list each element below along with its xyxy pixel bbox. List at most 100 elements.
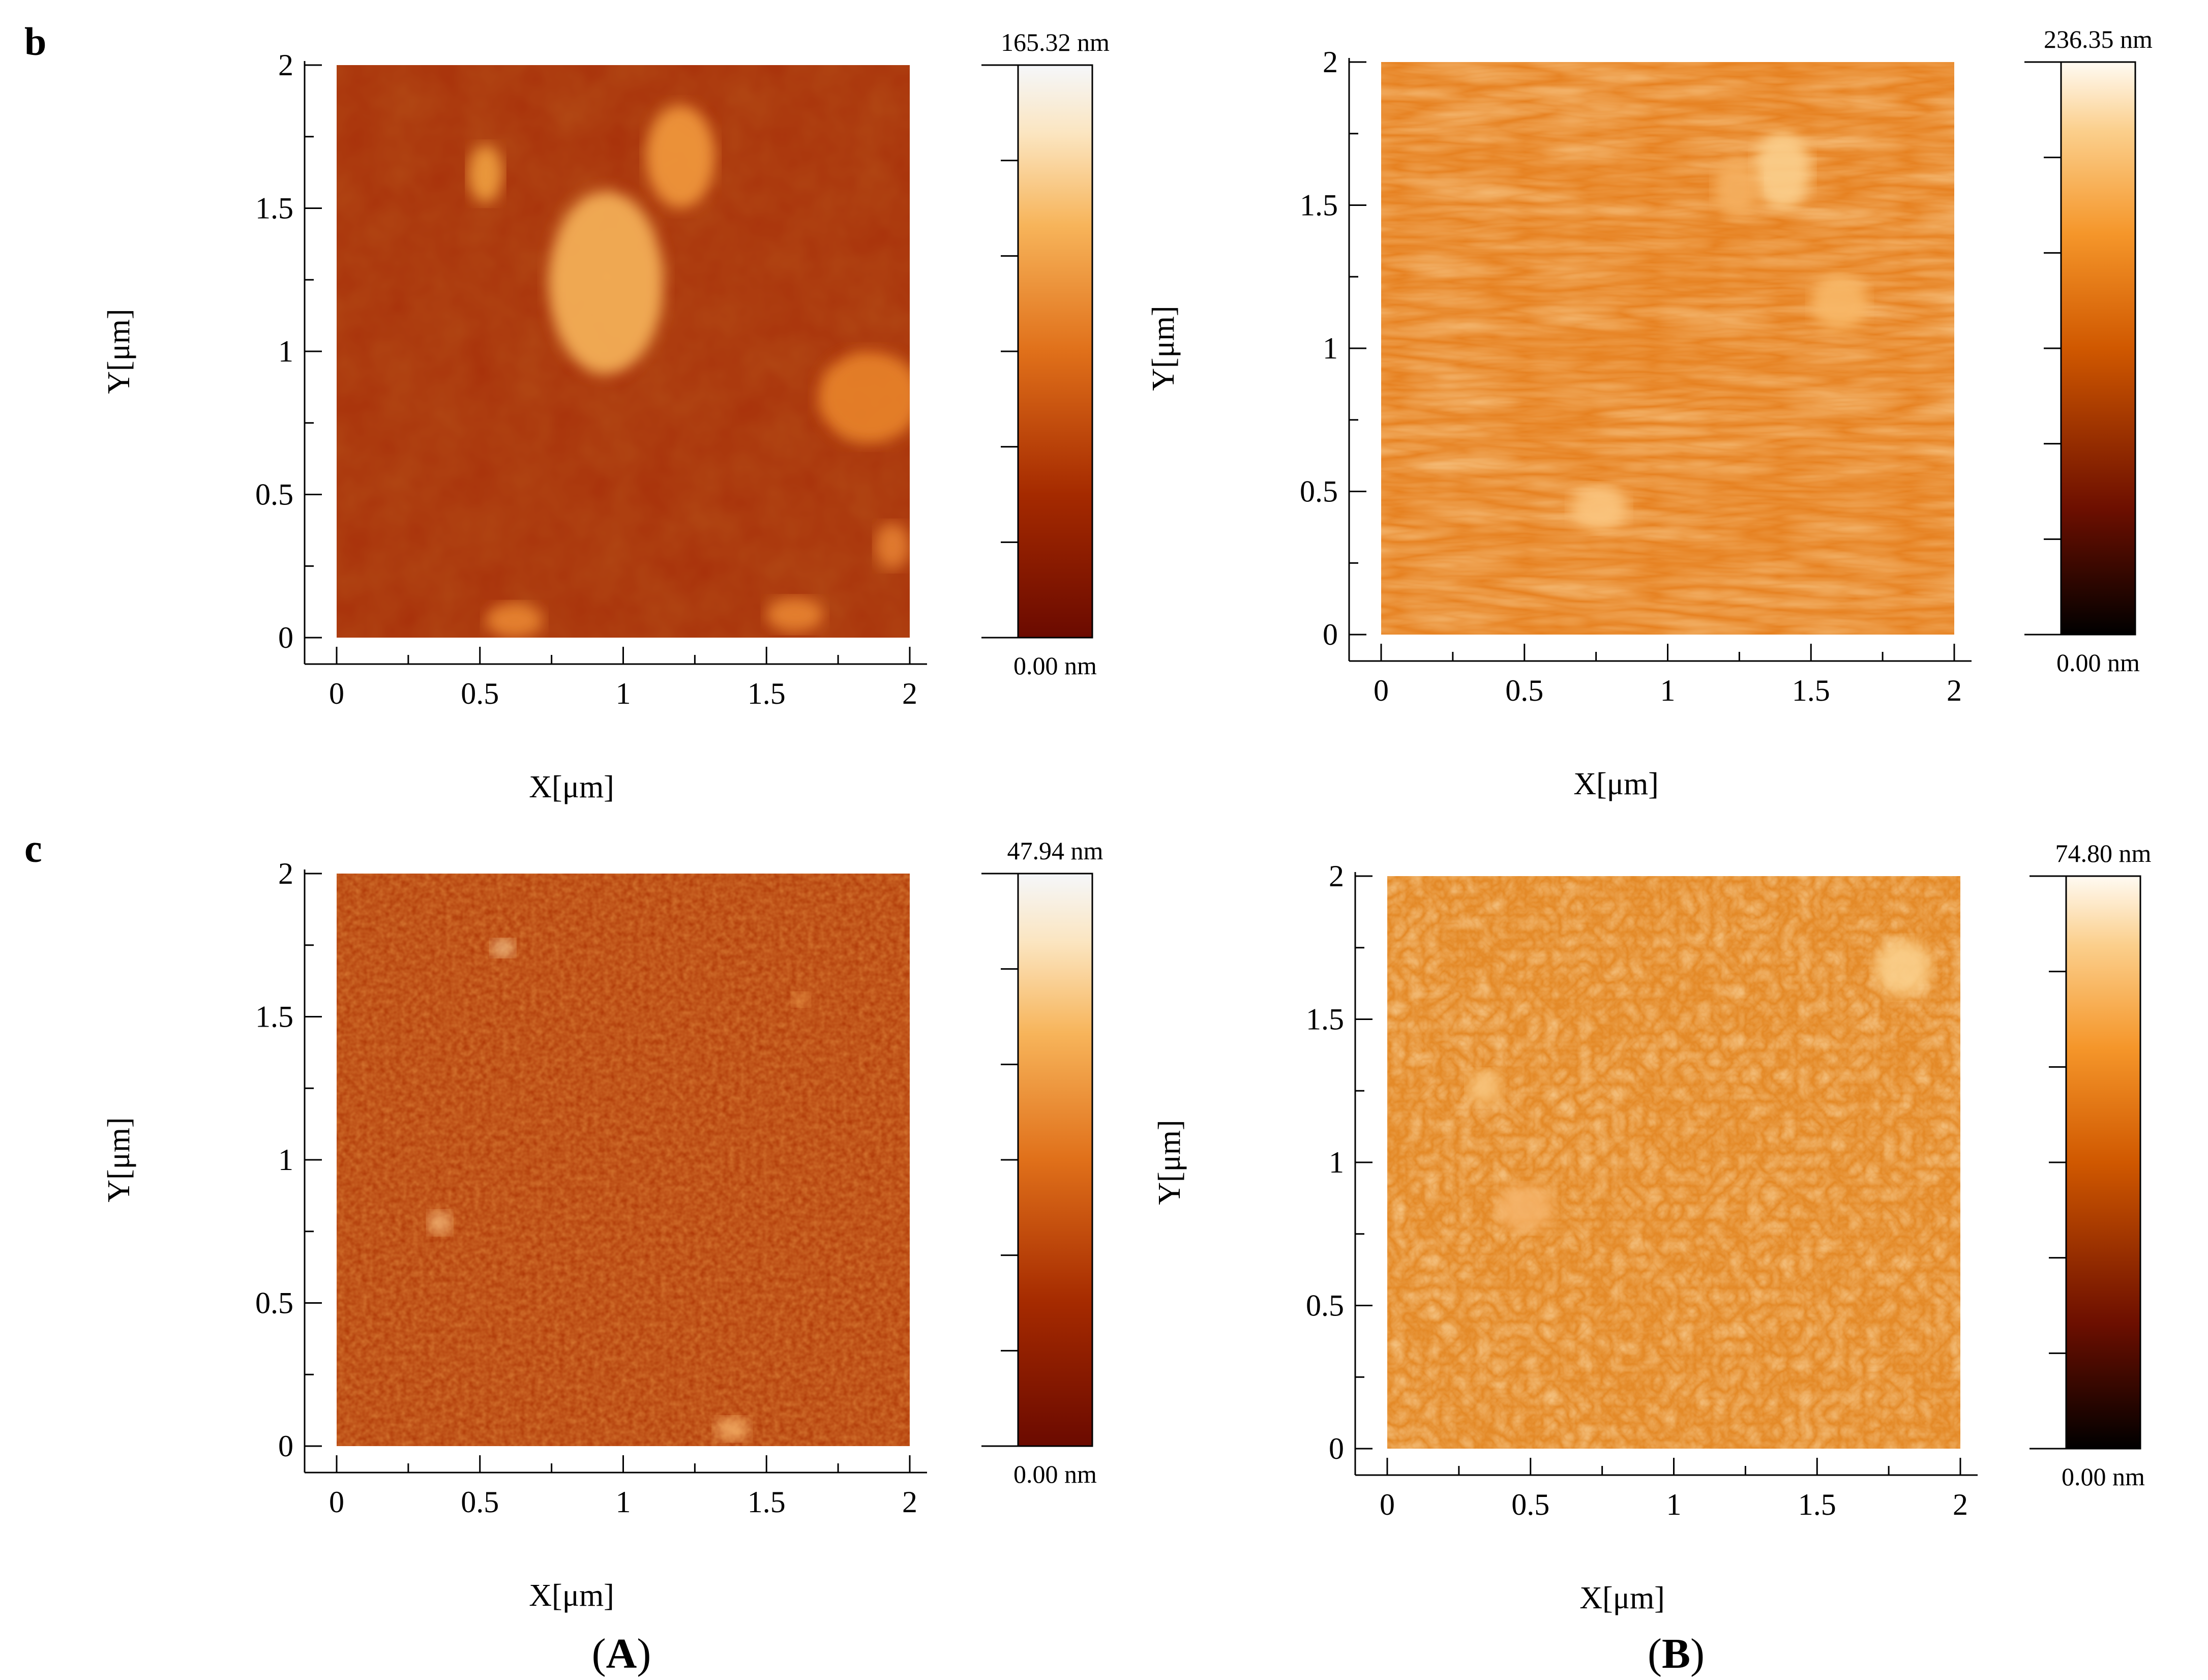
surface-feature	[486, 603, 543, 638]
y-tick-label: 1.5	[1306, 1003, 1344, 1036]
colorbar-min-label: 0.00 nm	[1013, 651, 1097, 680]
x-tick-label: 1	[616, 677, 631, 710]
y-tick-label: 0.5	[1306, 1289, 1344, 1323]
row-label-b: b	[24, 19, 46, 64]
y-tick-label: 1	[278, 335, 293, 368]
x-axis-title: X[μm]	[529, 1578, 614, 1613]
axes	[304, 869, 927, 1474]
surface-feature	[491, 939, 515, 957]
x-tick-label: 1	[1660, 674, 1676, 707]
y-tick-label: 2	[278, 48, 293, 82]
y-tick-label: 1.5	[1300, 189, 1338, 222]
colorbar-max-label: 74.80 nm	[2055, 839, 2152, 867]
y-tick-label: 2	[278, 857, 293, 890]
x-tick-label: 1.5	[748, 677, 786, 710]
x-tick-label: 2	[1947, 674, 1962, 707]
x-tick-label: 0.5	[461, 677, 499, 710]
x-tick-label: 0.5	[461, 1485, 499, 1519]
y-tick-label: 0.5	[1300, 475, 1338, 508]
colorbar-max-label: 236.35 nm	[2044, 25, 2153, 53]
surface-features	[468, 105, 910, 638]
axes	[304, 61, 927, 665]
x-tick-label: 1.5	[1792, 674, 1830, 707]
surface-feature	[1811, 274, 1868, 332]
surface-features	[1467, 939, 1932, 1232]
colorbar-min-label: 0.00 nm	[2056, 648, 2140, 677]
colorbar-min-label: 0.00 nm	[1013, 1460, 1097, 1488]
y-tick-label: 1.5	[255, 1000, 293, 1034]
colorbar: 47.94 nm 0.00 nm	[981, 836, 1103, 1488]
x-tick-label: 1.5	[1798, 1488, 1836, 1521]
y-tick-label: 1	[1329, 1146, 1344, 1179]
panel-c-B: 0 0 0.5 0.5 1 1 1.5 1.5 2 2 X[μm] Y[μm] 74.80 nm 0.00…	[1152, 839, 2152, 1615]
afm-height-map	[1381, 62, 1954, 635]
surface-feature	[875, 523, 910, 569]
surface-feature	[1467, 1070, 1502, 1105]
panel-c-A: 0 0 0.5 0.5 1 1 1.5 1.5 2 2 X[μm] Y[μm] 47.94 nm 0.00…	[102, 836, 1103, 1613]
x-axis-title: X[μm]	[529, 770, 614, 804]
colorbar: 236.35 nm 0.00 nm	[2024, 25, 2153, 677]
y-tick-label: 0	[1323, 618, 1338, 651]
x-tick-label: 2	[902, 1485, 917, 1519]
colorbar-gradient	[2065, 875, 2141, 1450]
surface-feature	[428, 1211, 452, 1235]
surface-features	[428, 939, 810, 1441]
surface-feature	[1570, 486, 1628, 532]
column-label-a: (A)	[592, 1630, 651, 1677]
surface-feature	[548, 191, 664, 375]
axes	[1348, 58, 1972, 662]
y-tick-label: 2	[1329, 859, 1344, 893]
y-tick-label: 0	[1329, 1432, 1344, 1465]
column-label-b: (B)	[1648, 1630, 1705, 1677]
y-tick-label: 0	[278, 1429, 293, 1463]
surface-feature	[1874, 939, 1932, 997]
colorbar-gradient	[2060, 61, 2136, 636]
colorbar-gradient	[1017, 64, 1093, 639]
y-tick-label: 0	[278, 621, 293, 654]
surface-feature	[714, 1417, 750, 1441]
afm-height-map	[1387, 876, 1960, 1449]
x-axis-title: X[μm]	[1579, 1581, 1665, 1615]
y-tick-label: 2	[1323, 45, 1338, 79]
surface-feature	[766, 597, 824, 632]
y-tick-label: 1.5	[255, 192, 293, 225]
colorbar-gradient	[1017, 873, 1093, 1447]
afm-height-map	[337, 874, 910, 1446]
colorbar-min-label: 0.00 nm	[2062, 1462, 2145, 1491]
colorbar-max-label: 165.32 nm	[1001, 28, 1110, 56]
y-axis-title: Y[μm]	[102, 1117, 136, 1203]
colorbar: 165.32 nm 0.00 nm	[981, 28, 1110, 680]
y-tick-label: 1	[1323, 332, 1338, 365]
row-label-c: c	[24, 826, 42, 871]
x-tick-label: 2	[1953, 1488, 1968, 1521]
surface-features	[1570, 131, 1868, 532]
surface-feature	[792, 993, 810, 1007]
surface-feature	[646, 105, 715, 208]
x-axis-title: X[μm]	[1573, 767, 1659, 801]
surface-feature	[468, 145, 503, 203]
x-tick-label: 0	[1374, 674, 1389, 707]
x-tick-label: 0	[329, 1485, 344, 1519]
panel-b-B: 0 0 0.5 0.5 1 1 1.5 1.5 2 2 X[μm] Y[μm] 236.35 nm 0.0…	[1146, 25, 2153, 801]
panel-b-A: 0 0 0.5 0.5 1 1 1.5 1.5 2 2 X[μm] Y[μm] 165.32 nm 0.0…	[102, 28, 1110, 804]
x-tick-label: 2	[902, 677, 917, 710]
surface-feature	[818, 351, 910, 443]
x-tick-label: 0.5	[1511, 1488, 1549, 1521]
x-tick-label: 0	[1380, 1488, 1395, 1521]
x-tick-label: 0	[329, 677, 344, 710]
colorbar-max-label: 47.94 nm	[1007, 836, 1103, 865]
x-tick-label: 1	[616, 1485, 631, 1519]
x-tick-label: 1.5	[748, 1485, 786, 1519]
y-axis-title: Y[μm]	[1146, 306, 1181, 391]
y-tick-label: 0.5	[255, 1286, 293, 1320]
y-tick-label: 1	[278, 1143, 293, 1177]
surface-feature	[1496, 1185, 1554, 1232]
axes	[1354, 872, 1978, 1476]
colorbar: 74.80 nm 0.00 nm	[2030, 839, 2152, 1491]
y-tick-label: 0.5	[255, 478, 293, 512]
y-axis-title: Y[μm]	[1152, 1120, 1187, 1205]
surface-feature	[1713, 159, 1759, 217]
y-axis-title: Y[μm]	[102, 309, 136, 394]
x-tick-label: 0.5	[1505, 674, 1543, 707]
